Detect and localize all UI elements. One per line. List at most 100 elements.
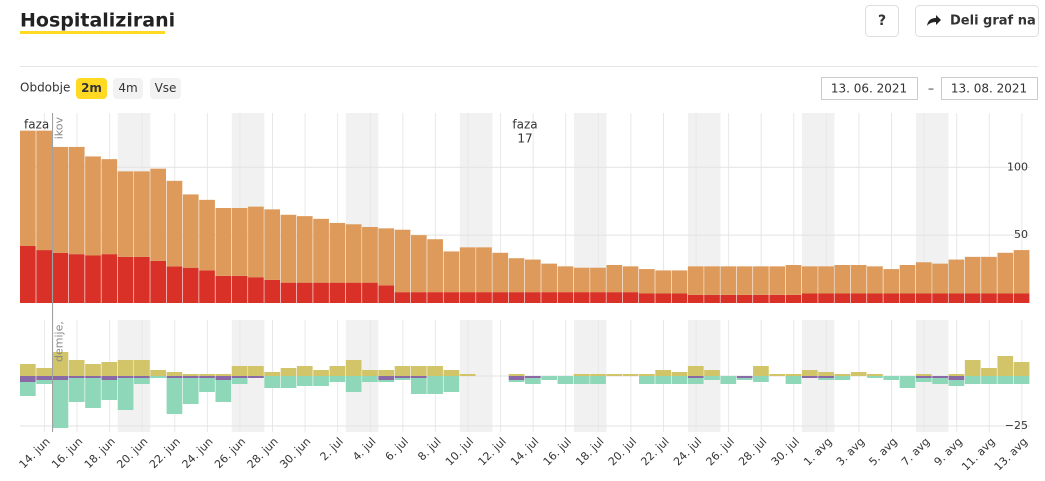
bar [606,292,623,303]
bar [818,378,834,380]
bar [622,292,639,303]
bar [639,269,655,294]
bar [362,370,378,376]
bar [834,376,851,380]
bar [36,376,52,380]
bar [296,282,313,303]
bar [394,229,411,293]
bar [899,376,916,388]
date-to: 13. 08. 2021 [951,82,1027,96]
bar [687,366,704,376]
share-button[interactable] [915,5,1039,37]
bar [704,266,720,295]
bar [166,378,183,414]
bar [313,218,329,283]
bar [590,267,606,293]
bar [1013,362,1030,376]
bar [52,376,69,380]
bar [52,146,69,253]
bar [655,370,672,376]
bar [948,259,965,294]
bar [427,292,443,303]
bar [785,376,802,384]
bar [557,292,574,303]
bar [394,366,411,376]
bar [850,265,867,294]
share-label: Deli graf na [950,14,1036,29]
x-tick-label: 5. avg [866,435,899,468]
bar [427,376,443,394]
bar [394,292,411,303]
bar [883,293,900,303]
bar [736,376,753,378]
bar [704,370,720,376]
x-tick-label: 24. jul [671,435,704,468]
bar [899,265,916,294]
bar [948,293,965,303]
date-to-box[interactable] [941,77,1038,100]
bar [68,376,85,378]
bar [964,376,981,384]
bar [1013,376,1030,384]
period-button[interactable] [150,78,181,99]
bar [264,376,281,388]
help-button[interactable] [865,5,899,37]
bar [590,292,606,303]
bar [492,252,509,293]
bar [36,380,52,384]
bar [948,380,965,386]
x-tick-label: 28. jul [736,435,769,468]
bar [818,266,834,294]
bar [394,378,411,380]
bar [834,374,851,376]
bar [997,252,1014,294]
bar [199,270,215,303]
date-from-box[interactable] [821,77,918,100]
bar [150,376,167,378]
bar [932,378,948,384]
bar [20,382,36,396]
bar [52,352,69,376]
bar [280,282,297,303]
bar [182,374,199,376]
bar [932,293,948,303]
bar [231,378,248,384]
bar [785,374,802,376]
bar [753,266,769,295]
bar [981,256,997,294]
bar [508,374,525,376]
bar [166,180,183,267]
bar [313,282,329,303]
bar [687,266,704,295]
annotation: faza [24,118,49,132]
date-from: 13. 06. 2021 [831,82,907,96]
period-button[interactable] [113,78,143,99]
y-tick-label: 50 [1014,228,1028,241]
x-tick-label: 12. jul [476,435,509,468]
bar [557,266,574,293]
period-button[interactable] [76,78,107,99]
bar [639,293,655,303]
x-tick-label: 10. jul [443,435,476,468]
bar [541,292,557,303]
bar [899,293,916,303]
bar [981,368,997,376]
bar [655,376,672,384]
x-tick-label: 30. jul [769,435,802,468]
annotation: ikov [53,117,66,140]
bar [85,156,101,256]
bar [508,376,525,380]
x-tick-label: 13. avg [992,435,1030,473]
title: Hospitalizirani [20,10,175,32]
bar [671,293,688,303]
bar [182,378,199,404]
bar [362,282,378,303]
bar [52,252,69,303]
bar [655,293,672,303]
bar [997,356,1014,376]
bar [671,372,688,376]
bar [150,168,167,261]
bar [20,376,36,382]
bar [280,214,297,283]
bar [215,208,232,276]
